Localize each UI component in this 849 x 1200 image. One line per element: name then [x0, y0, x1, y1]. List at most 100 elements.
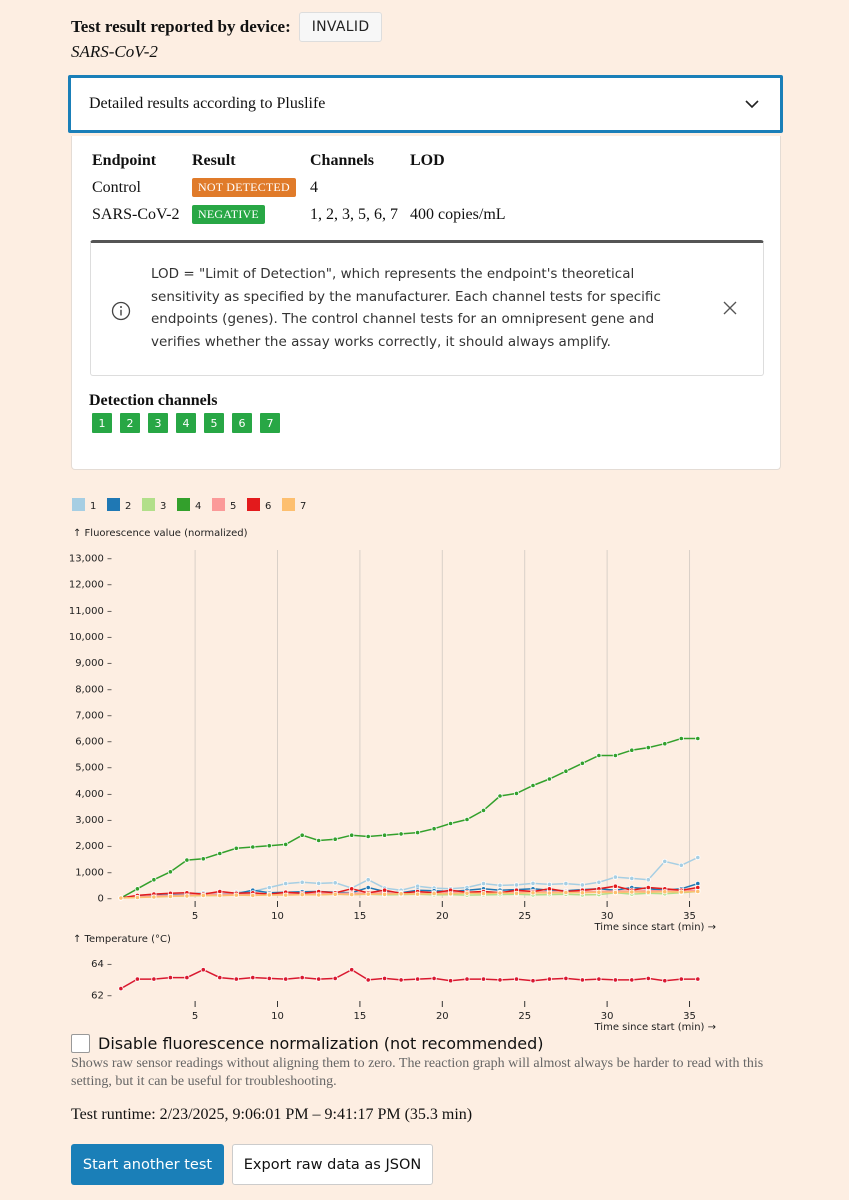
data-point	[563, 768, 569, 774]
result-tag: NOT DETECTED	[192, 178, 296, 197]
data-point	[299, 891, 305, 898]
data-point	[695, 735, 701, 742]
data-point	[678, 735, 684, 742]
y-tick-label: 11,000 –	[69, 606, 112, 617]
data-point	[645, 975, 651, 981]
channel-chip: 1	[92, 413, 112, 433]
data-point	[612, 977, 619, 983]
data-point	[184, 857, 190, 863]
data-point	[167, 893, 173, 899]
lod-value: 400 copies/mL	[410, 205, 506, 223]
legend-label: 7	[300, 501, 306, 512]
data-point	[266, 892, 272, 898]
data-point	[563, 889, 569, 896]
normalization-option: Disable fluorescence normalization (not …	[71, 1034, 544, 1053]
endpoints-table: Endpoint Result Channels LOD Control NOT…	[92, 148, 530, 228]
data-point	[167, 869, 173, 875]
result-label: Test result reported by device	[71, 17, 286, 36]
x-axis-label: Time since start (min) →	[594, 1022, 717, 1033]
y-tick-label: 5,000 –	[75, 763, 112, 774]
data-point	[464, 816, 470, 823]
legend-label: 6	[265, 501, 271, 512]
data-point	[497, 793, 503, 799]
data-point	[645, 877, 651, 883]
data-point	[414, 829, 421, 836]
data-point	[316, 976, 322, 982]
x-tick-label: 30	[601, 1011, 614, 1022]
legend-swatch	[247, 498, 260, 511]
column-header: Endpoint	[92, 152, 157, 169]
x-tick-label: 30	[601, 911, 614, 922]
data-point	[283, 880, 289, 887]
data-point	[233, 892, 239, 898]
data-point	[134, 894, 140, 901]
data-point	[184, 893, 190, 899]
data-point	[332, 891, 338, 897]
data-point	[381, 975, 388, 981]
y-tick-label: 64 –	[91, 959, 112, 970]
series-line	[120, 968, 698, 990]
data-point	[497, 890, 503, 896]
data-point	[695, 888, 701, 895]
x-tick-label: 20	[436, 911, 449, 922]
series-line	[120, 737, 698, 899]
data-point	[612, 874, 619, 880]
data-point	[464, 976, 470, 982]
data-point	[480, 807, 487, 813]
detailed-results-accordion[interactable]: Detailed results according to Pluslife	[68, 75, 783, 133]
data-point	[662, 889, 668, 895]
data-point	[349, 832, 355, 838]
y-tick-label: 2,000 –	[75, 841, 112, 852]
legend-swatch	[72, 498, 85, 511]
legend-swatch	[177, 498, 190, 511]
close-icon[interactable]	[723, 301, 737, 315]
x-tick-label: 20	[436, 1011, 449, 1022]
y-tick-label: 0 –	[97, 894, 112, 905]
data-point	[283, 892, 289, 898]
data-point	[596, 879, 602, 885]
data-point	[250, 844, 256, 850]
data-point	[250, 892, 256, 898]
result-header: Test result reported by device: INVALID	[71, 12, 383, 42]
data-point	[678, 976, 684, 982]
data-point	[530, 782, 536, 789]
data-point	[151, 877, 157, 883]
table-header-row: Endpoint Result Channels LOD	[92, 148, 530, 174]
legend-label: 1	[90, 501, 96, 512]
x-tick-label: 5	[192, 911, 198, 922]
x-tick-label: 15	[354, 911, 367, 922]
data-point	[546, 881, 553, 887]
pathogen-name: SARS-CoV-2	[71, 42, 158, 61]
start-another-test-button[interactable]: Start another test	[71, 1144, 224, 1185]
legend-swatch	[142, 498, 155, 511]
disable-normalization-checkbox[interactable]	[71, 1034, 90, 1053]
accordion-title: Detailed results according to Pluslife	[89, 95, 326, 112]
data-point	[381, 891, 388, 897]
data-point	[645, 884, 651, 891]
y-tick-label: 13,000 –	[69, 554, 112, 565]
x-axis-label: Time since start (min) →	[594, 922, 717, 933]
data-point	[316, 892, 322, 898]
data-point	[250, 974, 256, 981]
y-tick-label: 4,000 –	[75, 789, 112, 800]
series-line	[120, 885, 698, 899]
disable-normalization-label[interactable]: Disable fluorescence normalization (not …	[98, 1034, 544, 1053]
data-point	[662, 978, 668, 984]
data-point	[513, 882, 520, 888]
data-point	[365, 884, 371, 891]
x-tick-label: 25	[518, 1011, 531, 1022]
data-point	[365, 891, 371, 897]
data-point	[134, 976, 140, 982]
data-point	[612, 752, 619, 759]
detection-channels-title: Detection channels	[89, 392, 218, 409]
data-point	[497, 882, 503, 888]
data-point	[414, 891, 421, 897]
legend-swatch	[282, 498, 295, 511]
export-raw-data-button[interactable]: Export raw data as JSON	[232, 1144, 433, 1185]
data-point	[497, 977, 503, 983]
data-point	[645, 745, 651, 751]
data-point	[217, 850, 223, 857]
legend-label: 2	[125, 501, 131, 512]
legend-label: 3	[160, 501, 166, 512]
column-header: LOD	[410, 152, 445, 169]
